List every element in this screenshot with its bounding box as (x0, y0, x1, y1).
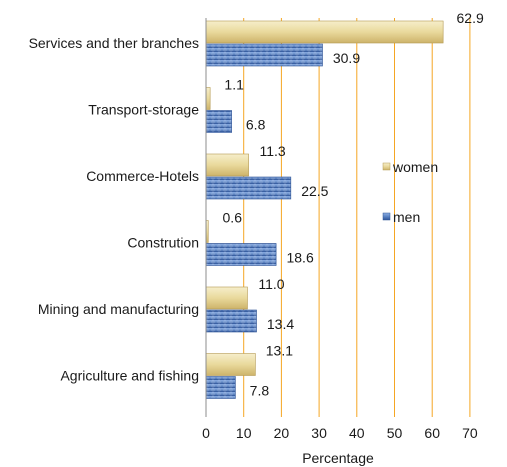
value-label-women: 11.0 (258, 276, 284, 292)
x-tick-label: 20 (274, 425, 290, 441)
value-label-women: 62.9 (457, 10, 484, 26)
bar-women (205, 286, 248, 310)
legend-swatch-women (382, 162, 391, 171)
value-label-women: 0.6 (223, 210, 243, 226)
category-label: Constrution (127, 235, 199, 251)
legend-label-women: women (392, 159, 438, 175)
value-labels: 62.9 30.9 1.1 6.8 11.3 22.5 0.6 18.611.0 13.4 13.… (223, 10, 484, 399)
bar-women (205, 20, 444, 44)
category-label: Mining and manufacturing (38, 301, 199, 317)
bar-women (205, 353, 256, 376)
x-tick-label: 40 (349, 425, 365, 441)
bar-women (205, 87, 211, 110)
bar-women (205, 153, 249, 177)
value-label-men: 13.4 (267, 316, 294, 332)
category-label: Transport-storage (88, 102, 199, 118)
x-tick-labels: 0 10 20 30 40 50 60 70 (202, 425, 478, 441)
bar-men (205, 309, 257, 333)
bar-men (205, 243, 277, 266)
legend-swatch-men (382, 212, 391, 221)
value-label-men: 22.5 (301, 183, 328, 199)
legend-label-men: men (393, 209, 420, 225)
legend: women men (382, 159, 438, 225)
category-labels: Services and ther branches Transport-stor… (29, 35, 200, 384)
x-tick-label: 10 (236, 425, 252, 441)
bar-men (205, 176, 292, 200)
category-label: Commerce-Hotels (86, 168, 199, 184)
value-label-women: 1.1 (224, 77, 244, 93)
value-label-women: 11.3 (259, 143, 285, 159)
bar-men (205, 376, 236, 399)
value-label-men: 18.6 (286, 250, 313, 266)
x-tick-label: 30 (311, 425, 327, 441)
bars (205, 20, 444, 399)
bar-men (205, 110, 232, 133)
value-label-men: 6.8 (246, 117, 266, 133)
x-tick-label: 50 (387, 425, 403, 441)
value-label-women: 13.1 (266, 343, 293, 359)
x-tick-label: 60 (424, 425, 440, 441)
bar-men (205, 43, 323, 67)
x-tick-label: 70 (462, 425, 478, 441)
value-label-men: 30.9 (333, 50, 360, 66)
category-label: Agriculture and fishing (60, 368, 199, 384)
x-tick-label: 0 (202, 425, 210, 441)
gridlines (243, 18, 471, 417)
category-label: Services and ther branches (29, 35, 199, 51)
value-label-men: 7.8 (250, 383, 270, 399)
x-axis-title: Percentage (302, 450, 374, 466)
